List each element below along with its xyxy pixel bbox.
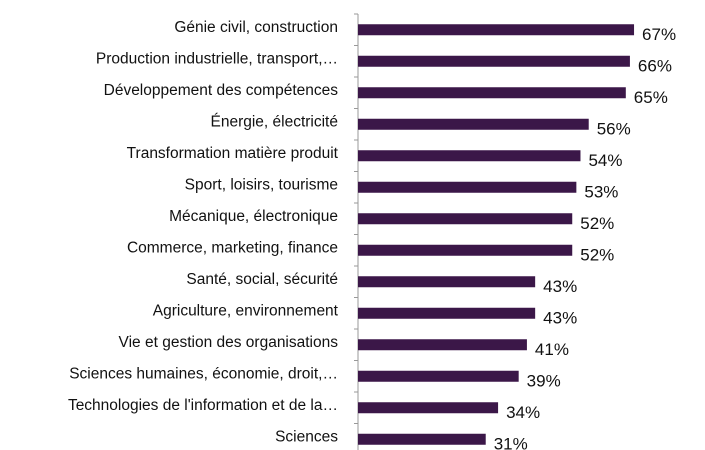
bar [358,370,519,382]
y-tick-label: Sciences humaines, économie, droit,… [69,365,338,382]
value-label: 43% [543,277,577,296]
y-tick-label: Agriculture, environnement [153,302,339,319]
y-tick-label: Sport, loisirs, tourisme [185,176,338,193]
y-tick-label: Transformation matière produit [127,145,339,162]
bar [358,339,527,351]
y-tick-label: Technologies de l'information et de la… [68,397,338,414]
y-tick-label: Énergie, électricité [210,113,338,130]
bar [358,213,573,225]
value-label: 67% [642,25,676,44]
value-label: 65% [634,88,668,107]
bar [358,181,577,193]
y-tick-label: Mécanique, électronique [169,208,338,225]
y-tick-label: Développement des compétences [104,82,339,99]
bar [358,118,589,130]
bar [358,402,499,414]
value-label: 52% [580,214,614,233]
value-label: 53% [584,183,618,202]
bar [358,244,573,256]
value-label: 31% [494,435,528,450]
bar [358,276,536,288]
value-label: 56% [597,120,631,139]
y-tick-label: Santé, social, sécurité [186,271,338,288]
bar [358,24,635,36]
bar [358,55,630,67]
bar [358,307,536,319]
y-tick-label: Vie et gestion des organisations [119,334,339,351]
y-tick-label: Production industrielle, transport,… [96,50,338,67]
value-label: 52% [580,246,614,265]
value-label: 39% [527,372,561,391]
bar [358,87,626,99]
y-tick-label: Génie civil, construction [174,19,338,36]
value-label: 43% [543,309,577,328]
bar [358,150,581,162]
y-tick-label: Commerce, marketing, finance [127,239,338,256]
value-label: 54% [588,151,622,170]
bar [358,433,486,445]
value-label: 34% [506,403,540,422]
y-tick-label: Sciences [275,428,338,445]
value-label: 66% [638,57,672,76]
value-label: 41% [535,340,569,359]
